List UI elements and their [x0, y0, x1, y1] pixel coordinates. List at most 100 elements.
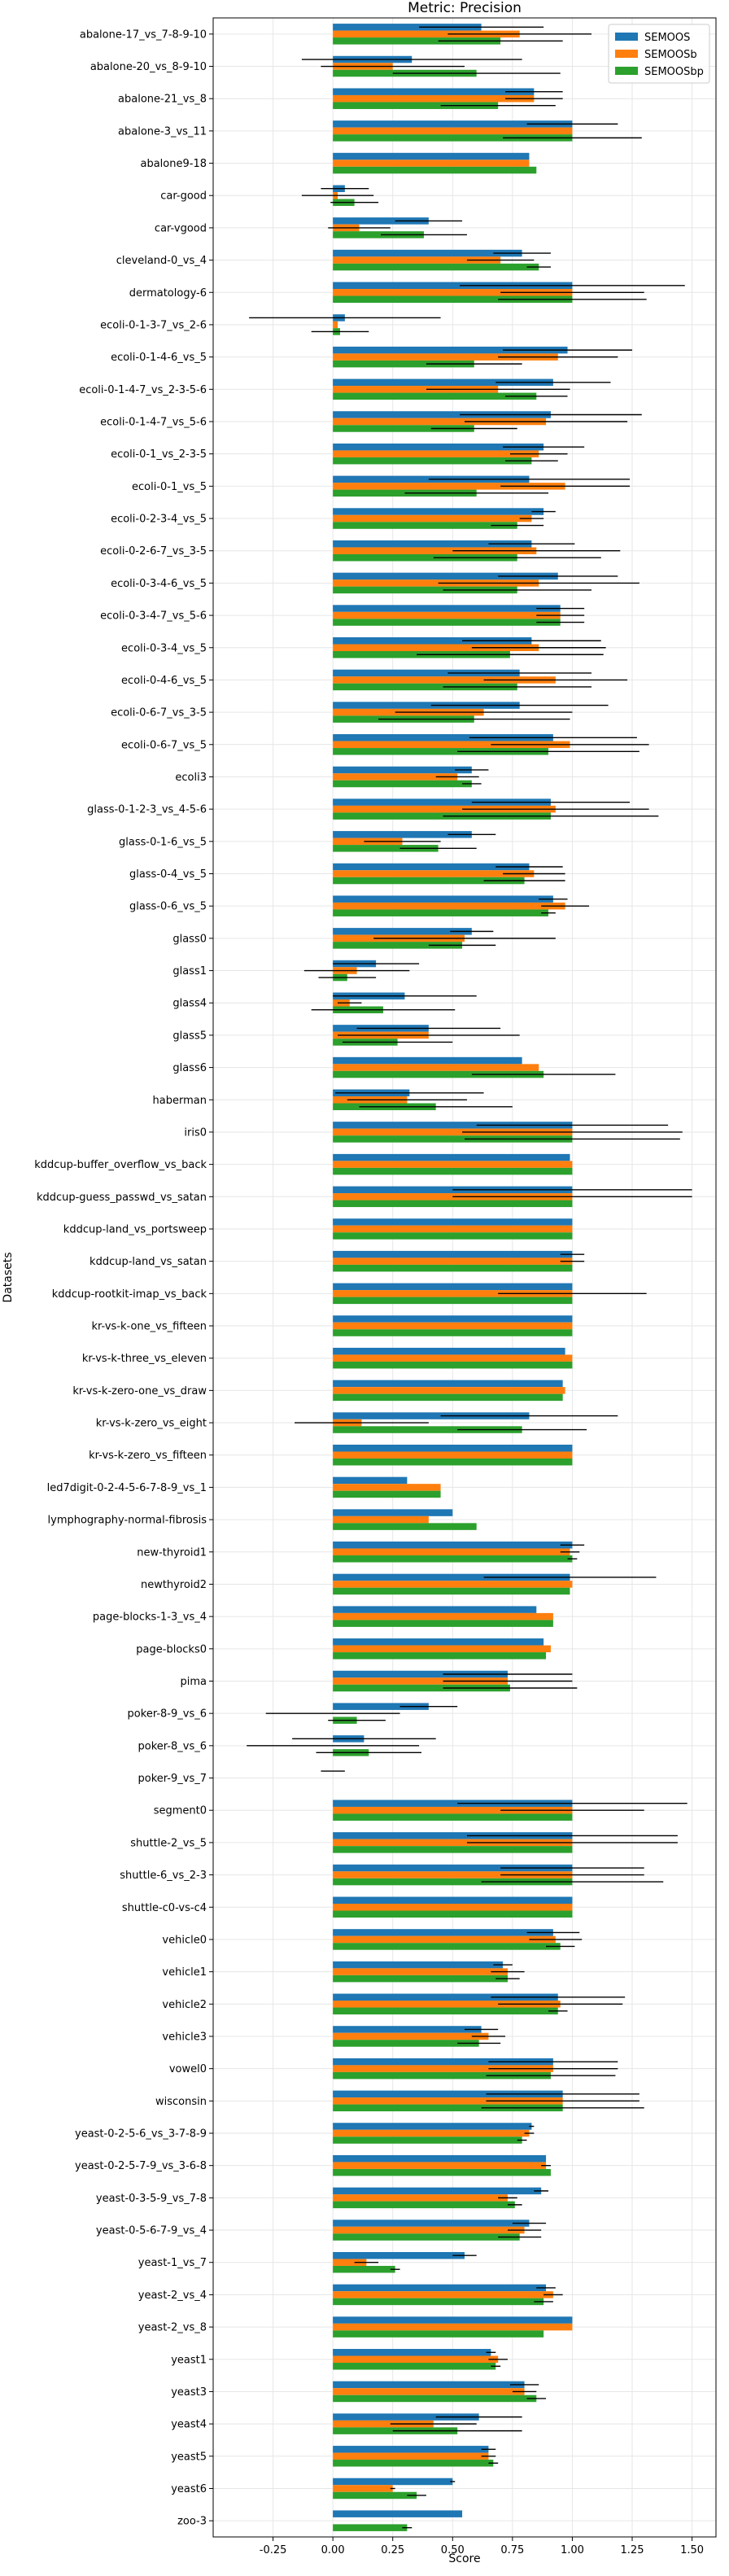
y-tick-label: yeast-0-5-6-7-9_vs_4 [96, 2225, 207, 2237]
y-tick-label: ecoli-0-1_vs_5 [132, 481, 207, 493]
y-tick-label: car-good [160, 190, 207, 203]
y-tick-label: abalone-20_vs_8-9-10 [90, 61, 207, 73]
y-tick-label: kr-vs-k-zero_vs_fifteen [89, 1450, 207, 1462]
y-tick-label: yeast-0-2-5-6_vs_3-7-8-9 [75, 2128, 207, 2141]
bar-semoosb [333, 321, 338, 329]
x-tick-label: 0.75 [500, 2544, 524, 2556]
bar-semoos [333, 2381, 525, 2389]
bar-semoosbp [333, 1652, 547, 1660]
y-tick-label: kr-vs-k-one_vs_fifteen [91, 1321, 207, 1333]
bar-semoosbp [333, 1490, 441, 1498]
errorbar-layer [247, 26, 692, 2529]
bar-semoosbp [333, 2298, 544, 2306]
bar-semoosbp [333, 1555, 573, 1563]
bar-semoosbp [333, 102, 499, 109]
y-tick-label: segment0 [154, 1805, 207, 1817]
bar-semoosb [333, 1128, 573, 1136]
y-tick-label: pima [181, 1676, 207, 1688]
bar-semoosb [333, 2259, 367, 2266]
bar-semoos [333, 734, 553, 741]
bar-semoosb [333, 2452, 489, 2460]
bar-semoos [333, 2349, 491, 2356]
y-tick-label: yeast-2_vs_4 [138, 2290, 207, 2302]
bar-semoosb [333, 1064, 539, 1071]
bar-semoos [333, 605, 561, 612]
bar-semoos [333, 120, 573, 128]
bar-semoos [333, 2058, 553, 2066]
bar-semoosb [333, 514, 532, 523]
bar-semoos [333, 2220, 530, 2227]
bar-semoosb [333, 2388, 525, 2395]
y-tick-label: glass-0-1-2-3_vs_4-5-6 [87, 804, 207, 816]
y-tick-label: cleveland-0_vs_4 [116, 255, 207, 267]
bar-semoos [333, 1509, 453, 1516]
bar-semoosbp [333, 1232, 573, 1240]
bar-semoos [333, 863, 530, 871]
bar-semoos [333, 1606, 537, 1613]
y-tick-label: yeast3 [171, 2386, 207, 2399]
legend-label-semoosbp: SEMOOSbp [644, 66, 704, 78]
plot-frame [212, 17, 717, 2538]
bar-semoos [333, 1832, 573, 1839]
bar-semoosb [333, 483, 565, 490]
bar-semoos [333, 831, 472, 838]
y-tick-label: kr-vs-k-zero_vs_eight [96, 1418, 207, 1430]
bar-semoosbp [333, 1813, 573, 1821]
bar-semoosb [333, 386, 499, 393]
bar-semoosbp [333, 1587, 570, 1595]
bar-semoos [333, 1380, 563, 1388]
bar-semoosb [333, 1161, 573, 1168]
bar-semoos [333, 2090, 563, 2098]
bar-semoos [333, 1800, 573, 1807]
x-tick-label: 1.25 [621, 2544, 644, 2556]
bar-semoosb [333, 1387, 565, 1394]
bar-semoosb [333, 1515, 429, 1524]
bar-semoosb [333, 2420, 434, 2428]
bar-semoosbp [333, 295, 573, 304]
bar-semoos [333, 2187, 542, 2195]
y-tick-label: kddcup-land_vs_portsweep [63, 1223, 207, 1236]
y-tick-label: ecoli-0-1-4-7_vs_5-6 [100, 416, 207, 428]
y-tick-label: abalone-21_vs_8 [118, 94, 207, 106]
bar-semoosbp [333, 2524, 408, 2531]
bar-semoosb [333, 902, 565, 910]
y-tick-label: ecoli-0-3-4-7_vs_5-6 [100, 610, 207, 623]
y-tick-label: poker-9_vs_7 [138, 1773, 207, 1785]
y-tick-label: glass5 [172, 1030, 207, 1042]
y-tick-label: vowel0 [169, 2063, 207, 2075]
bar-semoosb [333, 2097, 563, 2105]
bar-semoosbp [333, 1264, 573, 1272]
bar-semoos [333, 88, 535, 95]
bar-semoos [333, 1670, 508, 1678]
bar-semoosb [333, 2032, 489, 2040]
bar-semoosbp [333, 1297, 573, 1305]
y-tick-label: ecoli-0-1-3-7_vs_2-6 [100, 319, 207, 331]
bar-semoosbp [333, 553, 517, 562]
bar-semoos [333, 2510, 463, 2517]
bar-semoosbp [333, 2040, 479, 2047]
bar-semoosb [333, 1581, 573, 1588]
legend-swatch-semoos [615, 33, 638, 41]
x-tick-label: 0.25 [381, 2544, 404, 2556]
y-tick-label: abalone-3_vs_11 [118, 125, 207, 138]
bar-semoosbp [333, 877, 525, 885]
bar-semoos [333, 1218, 573, 1226]
bar-semoos [333, 152, 530, 160]
bar-semoosb [333, 1871, 573, 1878]
bar-semoosbp [333, 748, 548, 755]
bar-semoosbp [333, 1070, 544, 1078]
bar-semoosbp [333, 2330, 544, 2338]
y-tick-label: yeast1 [171, 2354, 207, 2366]
y-tick-label: kr-vs-k-three_vs_eleven [82, 1353, 207, 1365]
bar-semoosb [333, 1839, 573, 1847]
bar-semoosbp [333, 1393, 563, 1402]
bar-semoosbp [333, 1878, 573, 1886]
bar-semoos [333, 669, 520, 677]
legend-swatch-semoosb [615, 50, 638, 58]
bar-semoosbp [333, 392, 537, 400]
bar-semoosb [333, 1322, 573, 1330]
bar-semoosbp [333, 2136, 522, 2144]
bar-semoosbp [333, 166, 537, 174]
bar-semoosbp [333, 2363, 496, 2370]
bar-semoos [333, 572, 558, 580]
